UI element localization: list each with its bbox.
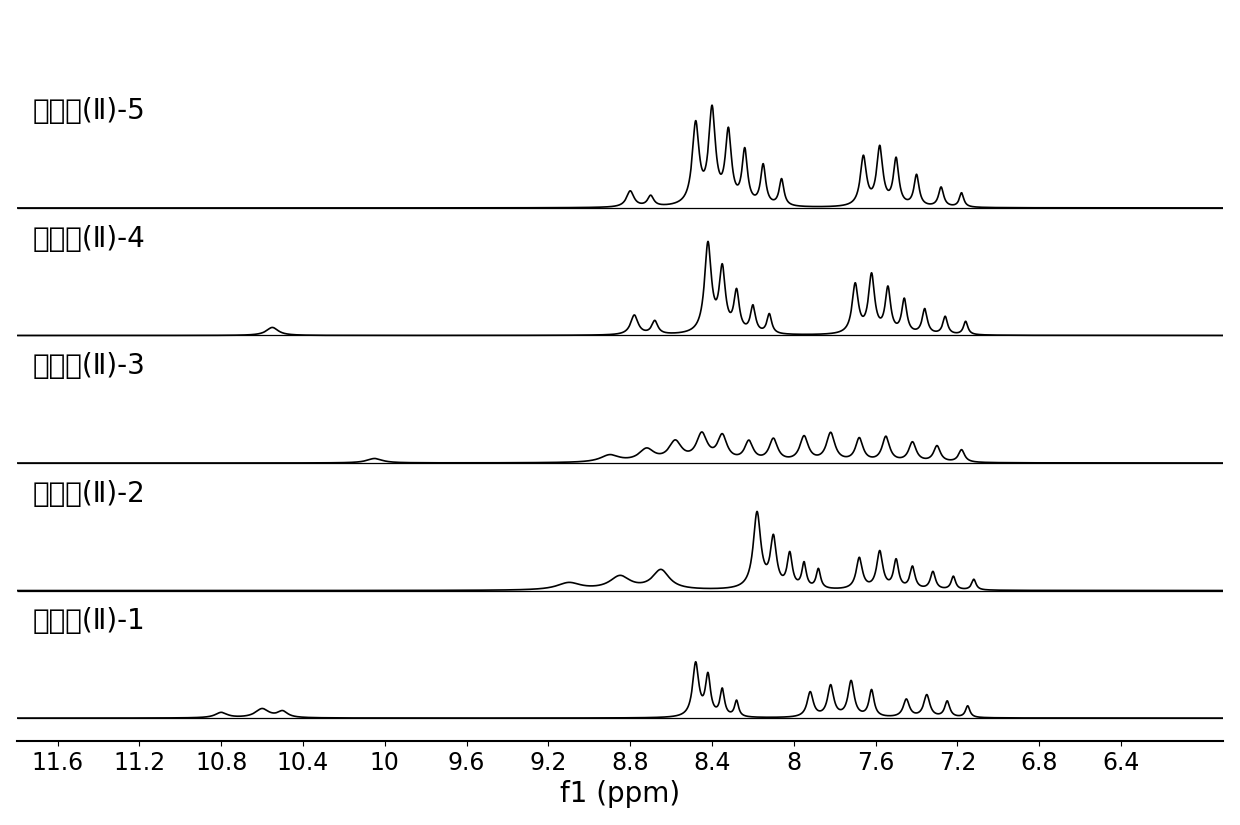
Text: 共聚物(Ⅱ)-4: 共聚物(Ⅱ)-4 xyxy=(33,224,146,252)
X-axis label: f1 (ppm): f1 (ppm) xyxy=(560,780,680,808)
Text: 共聚物(Ⅱ)-1: 共聚物(Ⅱ)-1 xyxy=(33,607,146,635)
Text: 共聚物(Ⅱ)-5: 共聚物(Ⅱ)-5 xyxy=(33,97,146,125)
Text: 共聚物(Ⅱ)-2: 共聚物(Ⅱ)-2 xyxy=(33,479,146,507)
Text: 共聚物(Ⅱ)-3: 共聚物(Ⅱ)-3 xyxy=(33,352,146,380)
